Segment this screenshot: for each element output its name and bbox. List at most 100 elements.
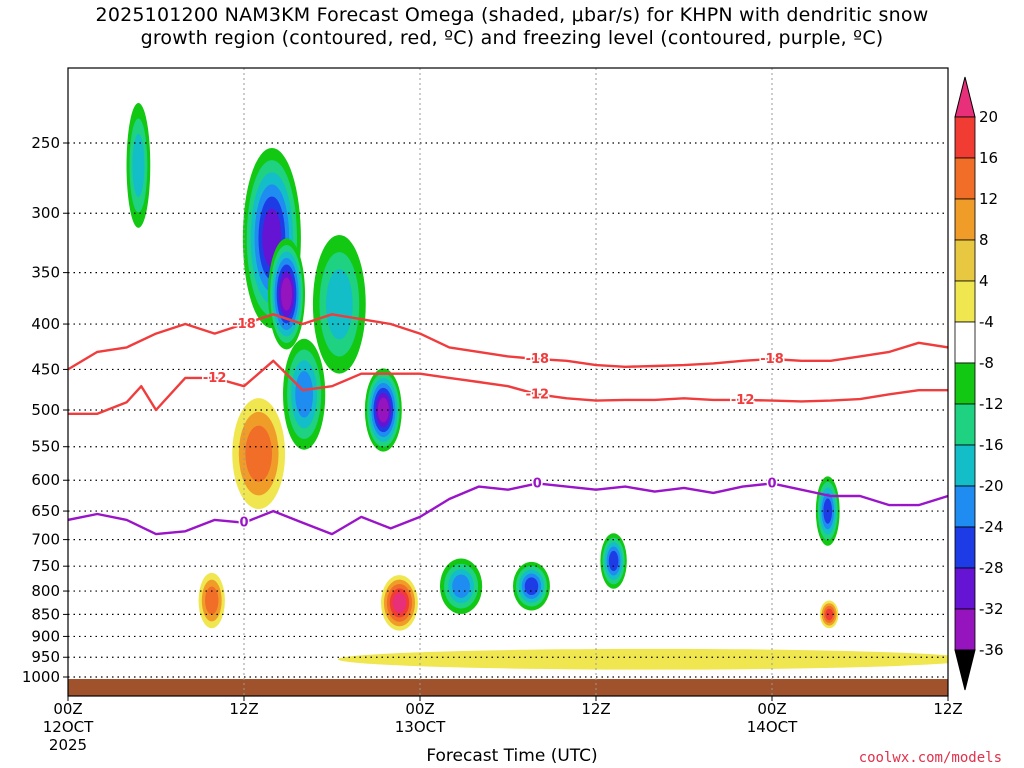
ground-fill <box>68 679 948 696</box>
colorbar-swatch <box>954 485 976 528</box>
colorbar-bottom-arrow <box>954 649 976 691</box>
x-axis-label: Forecast Time (UTC) <box>426 746 598 766</box>
x-tick-label: 00Z <box>53 700 82 718</box>
omega-contour-fill <box>295 370 314 418</box>
y-tick-label: 550 <box>31 438 60 456</box>
contour-line <box>68 359 948 415</box>
y-tick-label: 300 <box>31 204 60 222</box>
colorbar-swatch <box>954 567 976 610</box>
colorbar-swatch <box>954 403 976 446</box>
contour-label: -12 <box>203 371 227 386</box>
colorbar-label: -32 <box>979 600 1004 618</box>
omega-feature <box>819 600 839 629</box>
colorbar-label: -4 <box>979 313 994 331</box>
colorbar-label: 16 <box>979 149 998 167</box>
colorbar-swatch <box>954 280 976 323</box>
omega-feature <box>312 234 366 374</box>
y-tick-label: 250 <box>31 134 60 152</box>
y-tick-label: 350 <box>31 264 60 282</box>
omega-feature <box>600 533 627 589</box>
omega-contour-fill <box>205 586 219 615</box>
x-tick-sublabel: 13OCT <box>395 718 446 736</box>
omega-contour-fill <box>132 133 145 198</box>
colorbar-swatch <box>954 198 976 241</box>
colorbar-label: -36 <box>979 641 1004 659</box>
omega-contour-fill <box>245 425 273 482</box>
omega-contour-fill <box>377 397 389 423</box>
contour-labels: -18 -18 -18 -12 -12 -12 0 0 0 <box>201 316 785 533</box>
x-tick-sublabel: 12OCT <box>43 718 94 736</box>
contour-label: 0 <box>767 476 776 491</box>
x-tick-label: 12Z <box>229 700 258 718</box>
omega-feature <box>439 558 483 614</box>
title-line-2: growth region (contoured, red, ºC) and f… <box>140 27 884 49</box>
x-tick-label: 00Z <box>405 700 434 718</box>
gridlines <box>68 68 948 696</box>
contours <box>68 313 948 536</box>
omega-contour-fill <box>392 592 407 614</box>
y-tick-label: 450 <box>31 360 60 378</box>
contour-line <box>68 313 948 371</box>
omega-feature <box>126 103 151 228</box>
omega-feature <box>512 561 550 611</box>
ground-layer <box>68 679 948 696</box>
colorbar-swatch <box>954 444 976 487</box>
omega-contour-fill <box>524 577 539 596</box>
credit-link[interactable]: coolwx.com/models <box>858 750 1002 766</box>
y-tick-label: 600 <box>31 471 60 489</box>
y-tick-label: 950 <box>31 648 60 666</box>
contour-label: -18 <box>232 317 256 332</box>
colorbar-swatch <box>954 608 976 651</box>
colorbar: 20 16 12 8 4 -4 -8 -12 -16 -20 -24 -28 -32 -36 <box>954 76 1004 691</box>
omega-feature <box>364 368 402 452</box>
colorbar-label: 8 <box>979 231 989 249</box>
omega-contour-fill <box>825 608 834 621</box>
colorbar-label: -8 <box>979 354 994 372</box>
omega-feature <box>198 572 225 629</box>
colorbar-label: -12 <box>979 395 1004 413</box>
colorbar-swatch <box>954 321 976 364</box>
colorbar-label: 4 <box>979 272 989 290</box>
colorbar-swatch <box>954 116 976 159</box>
contour-label: 0 <box>239 516 248 531</box>
title-line-1: 2025101200 NAM3KM Forecast Omega (shaded… <box>95 4 929 26</box>
y-tick-label: 800 <box>31 582 60 600</box>
y-tick-label: 650 <box>31 502 60 520</box>
x-tick-sublabel: 14OCT <box>747 718 798 736</box>
omega-feature <box>380 575 418 631</box>
colorbar-label: -16 <box>979 436 1004 454</box>
colorbar-swatch <box>954 239 976 282</box>
contour-label: 0 <box>533 476 542 491</box>
omega-contour-fill <box>452 574 470 598</box>
x-tick-label: 00Z <box>757 700 786 718</box>
y-axis: 250 300 350 400 450 500 550 600 650 700 750 800 850 9… <box>22 134 68 686</box>
omega-feature <box>268 238 306 350</box>
y-tick-label: 400 <box>31 315 60 333</box>
chart-title: 2025101200 NAM3KM Forecast Omega (shaded… <box>0 4 1024 50</box>
y-tick-label: 750 <box>31 557 60 575</box>
x-tick-label: 12Z <box>933 700 962 718</box>
colorbar-label: -20 <box>979 477 1004 495</box>
omega-feature <box>337 648 948 670</box>
colorbar-label: 20 <box>979 108 998 126</box>
omega-feature <box>283 338 326 450</box>
colorbar-label: 12 <box>979 190 998 208</box>
colorbar-label: -24 <box>979 518 1004 536</box>
contour-label: -12 <box>731 393 755 408</box>
y-tick-label: 1000 <box>22 668 60 686</box>
contour-line <box>68 482 948 536</box>
colorbar-swatch <box>954 157 976 200</box>
y-tick-label: 900 <box>31 627 60 645</box>
y-tick-label: 700 <box>31 531 60 549</box>
colorbar-swatch <box>954 362 976 405</box>
colorbar-top-arrow <box>954 76 976 118</box>
omega-contour-fill <box>337 648 948 670</box>
x-tick-label: 12Z <box>581 700 610 718</box>
contour-label: -12 <box>526 387 550 402</box>
omega-contour-fill <box>608 550 619 572</box>
x-tick-sublabel: 2025 <box>49 736 87 754</box>
omega-contour-fill <box>325 269 353 340</box>
omega-feature <box>232 398 286 510</box>
y-tick-label: 500 <box>31 401 60 419</box>
